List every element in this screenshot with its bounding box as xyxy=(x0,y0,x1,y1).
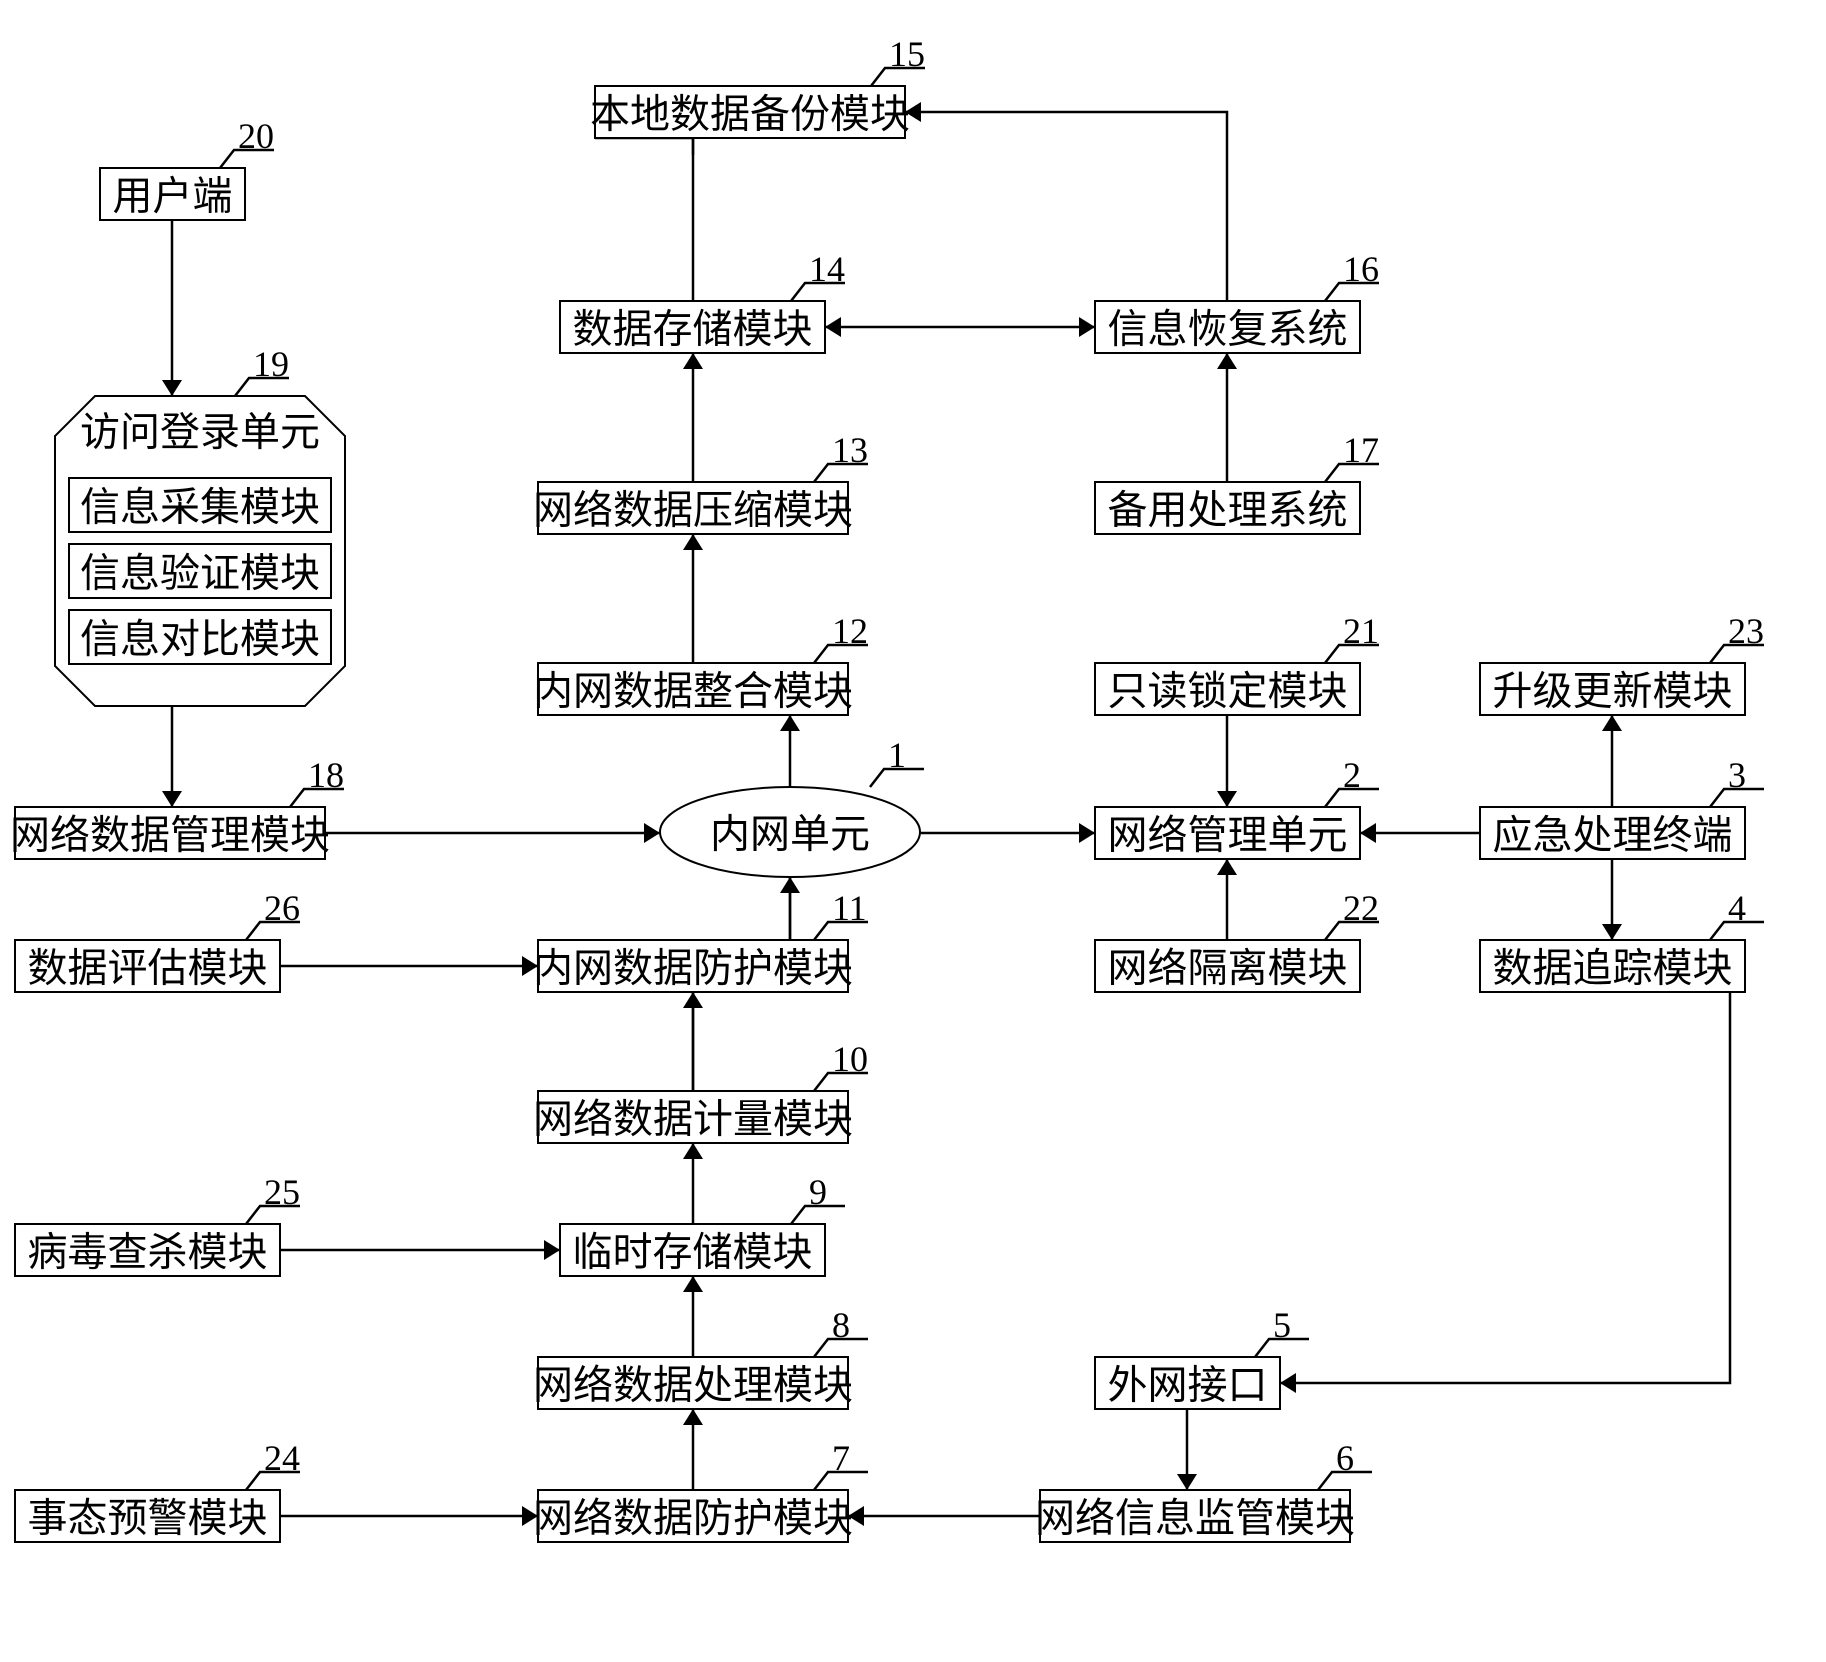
label-n24: 事态预警模块 xyxy=(28,1496,268,1541)
svg-text:12: 12 xyxy=(832,611,868,651)
label-n26: 数据评估模块 xyxy=(28,946,268,991)
label-n23: 升级更新模块 xyxy=(1493,669,1733,714)
label-n13: 网络数据压缩模块 xyxy=(533,488,853,533)
svg-text:17: 17 xyxy=(1343,430,1379,470)
svg-text:3: 3 xyxy=(1728,755,1746,795)
svg-text:7: 7 xyxy=(832,1438,850,1478)
label-n6: 网络信息监管模块 xyxy=(1035,1496,1355,1541)
label-n19-inner-0: 信息采集模块 xyxy=(80,485,320,530)
svg-text:6: 6 xyxy=(1336,1438,1354,1478)
label-n2: 网络管理单元 xyxy=(1108,813,1348,858)
label-n18: 网络数据管理模块 xyxy=(10,813,330,858)
svg-text:18: 18 xyxy=(308,755,344,795)
svg-text:10: 10 xyxy=(832,1039,868,1079)
label-n1: 内网单元 xyxy=(710,812,870,857)
label-n19: 访问登录单元 xyxy=(80,410,320,455)
svg-text:9: 9 xyxy=(809,1172,827,1212)
svg-text:24: 24 xyxy=(264,1438,300,1478)
label-n5: 外网接口 xyxy=(1108,1363,1268,1408)
label-n25: 病毒查杀模块 xyxy=(28,1230,268,1275)
label-n16: 信息恢复系统 xyxy=(1108,307,1348,352)
label-n11: 内网数据防护模块 xyxy=(533,946,853,991)
label-n9: 临时存储模块 xyxy=(573,1230,813,1275)
flowchart: 内网单元 1 网络管理单元 2 应急处理终端 3 数据追踪模块 4 外网接口5 网络信息监管模块 6… xyxy=(0,0,1826,1662)
svg-text:5: 5 xyxy=(1273,1305,1291,1345)
svg-text:26: 26 xyxy=(264,888,300,928)
label-n10: 网络数据计量模块 xyxy=(533,1097,853,1142)
svg-text:8: 8 xyxy=(832,1305,850,1345)
label-n21: 只读锁定模块 xyxy=(1108,669,1348,714)
label-n7: 网络数据防护模块 xyxy=(533,1496,853,1541)
svg-text:15: 15 xyxy=(889,34,925,74)
label-n8: 网络数据处理模块 xyxy=(533,1363,853,1408)
label-n22: 网络隔离模块 xyxy=(1108,946,1348,991)
svg-text:13: 13 xyxy=(832,430,868,470)
svg-text:25: 25 xyxy=(264,1172,300,1212)
label-n17: 备用处理系统 xyxy=(1108,488,1348,533)
svg-text:14: 14 xyxy=(809,249,845,289)
svg-text:11: 11 xyxy=(832,888,867,928)
svg-text:23: 23 xyxy=(1728,611,1764,651)
label-n3: 应急处理终端 xyxy=(1493,813,1733,858)
svg-text:1: 1 xyxy=(888,735,906,775)
nodes: 内网单元 1 网络管理单元 2 应急处理终端 3 数据追踪模块 4 外网接口5 网络信息监管模块 6… xyxy=(10,34,1764,1542)
label-n4: 数据追踪模块 xyxy=(1493,946,1733,991)
svg-text:4: 4 xyxy=(1728,888,1746,928)
label-n20: 用户端 xyxy=(113,174,233,219)
svg-text:22: 22 xyxy=(1343,888,1379,928)
svg-text:20: 20 xyxy=(238,116,274,156)
label-n14: 数据存储模块 xyxy=(573,307,813,352)
label-n19-inner-2: 信息对比模块 xyxy=(80,617,320,662)
label-n12: 内网数据整合模块 xyxy=(533,669,853,714)
svg-text:19: 19 xyxy=(253,344,289,384)
label-n15: 本地数据备份模块 xyxy=(590,92,910,137)
svg-text:2: 2 xyxy=(1343,755,1361,795)
svg-text:21: 21 xyxy=(1343,611,1379,651)
svg-text:16: 16 xyxy=(1343,249,1379,289)
label-n19-inner-1: 信息验证模块 xyxy=(80,551,320,596)
